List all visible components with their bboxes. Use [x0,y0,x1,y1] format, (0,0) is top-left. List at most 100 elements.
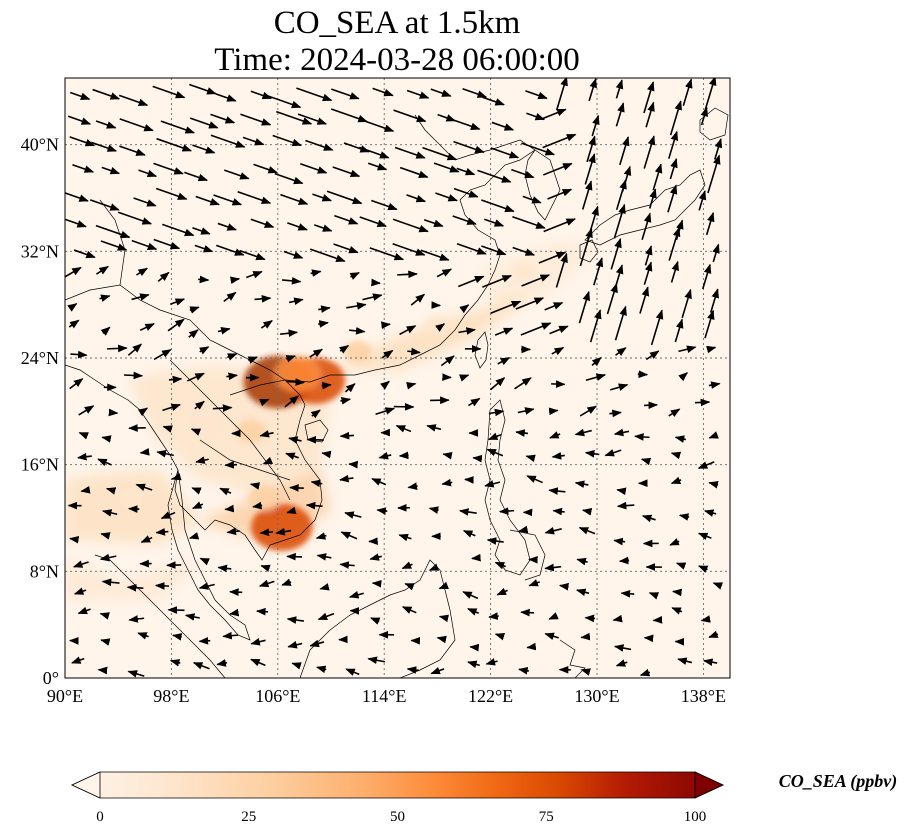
wind-arrow [397,270,418,279]
wind-arrow [198,582,215,590]
wind-arrow [240,113,272,126]
wind-arrow [579,227,593,267]
wind-arrow [259,398,270,407]
wind-arrow [95,120,117,129]
wind-arrow [606,282,618,315]
wind-arrow [226,372,239,381]
wind-arrow [69,136,96,147]
wind-arrow [395,424,412,433]
wind-arrow [280,329,299,338]
wind-arrow [580,668,591,676]
wind-arrow [588,78,597,102]
wind-arrow [494,632,506,641]
wind-arrow [321,450,332,459]
colorbar-max-extend [694,771,724,799]
wind-arrow [518,667,529,675]
wind-arrow [528,579,541,587]
wind-arrow [191,501,204,510]
wind-arrow [77,606,91,615]
wind-arrow [668,408,681,417]
wind-arrow [652,163,663,191]
wind-arrow [544,632,559,640]
wind-arrow [584,153,596,185]
wind-arrow [682,78,693,107]
wind-arrow [264,94,302,109]
wind-arrow [127,505,140,513]
wind-arrow [458,327,476,335]
wind-arrow [518,525,529,534]
wind-arrow [286,378,306,386]
wind-arrow [639,286,650,314]
y-tick-label: 16°N [21,455,59,475]
wind-arrow [186,372,205,382]
wind-arrow [318,305,331,313]
wind-arrow [358,146,390,159]
wind-arrow [436,635,447,644]
wind-arrow [648,188,657,209]
wind-arrow [80,486,91,494]
wind-arrow [459,374,470,382]
x-axis-ticks: 90°E 98°E 106°E 114°E 122°E 130°E 138°E [47,686,726,706]
wind-arrow [371,199,398,211]
wind-arrow [139,323,155,331]
wind-arrow [669,157,678,180]
wind-arrow [511,168,535,179]
wind-arrow [138,169,158,178]
wind-arrow [551,346,565,356]
wind-arrow [514,377,532,390]
wind-arrow [669,538,680,546]
wind-arrow [698,190,707,211]
wind-arrow [305,501,323,510]
wind-arrow [252,501,263,510]
wind-arrow [708,481,719,489]
wind-arrow [288,297,304,306]
wind-arrow [309,639,325,648]
wind-arrow [195,195,220,206]
wind-arrow [285,452,299,460]
x-tick-label: 90°E [47,686,83,706]
wind-arrow [494,561,506,570]
wind-arrow [69,535,80,544]
wind-arrow [486,537,504,545]
wind-arrow [581,180,593,210]
co-plume [191,414,218,435]
wind-arrow [131,293,150,301]
wind-arrow [253,163,278,174]
wind-arrow [410,293,426,306]
wind-arrow [229,608,240,617]
wind-arrow [585,373,606,382]
wind-arrow [591,357,602,367]
wind-arrow [497,357,511,366]
wind-arrow [217,222,237,231]
y-tick-label: 0° [43,668,59,688]
wind-arrow [641,514,656,523]
wind-arrow [709,288,719,313]
wind-arrow [100,532,111,540]
wind-arrow [394,146,426,159]
wind-arrow [543,218,576,233]
wind-arrow [162,425,173,433]
wind-arrow [167,318,185,332]
wind-arrow [370,617,381,625]
wind-arrow [288,436,302,444]
wind-arrow [515,297,545,310]
wind-arrow [135,267,148,277]
wind-arrow [494,327,514,336]
wind-arrow [406,89,430,99]
wind-arrow [97,666,108,675]
wind-arrow [184,613,200,621]
wind-arrow [126,583,144,592]
wind-arrow [153,238,181,250]
wind-arrow [401,561,413,570]
wind-arrow [610,237,622,270]
wind-arrow [127,343,143,356]
wind-arrow [620,589,635,598]
co-plume [236,419,267,443]
wind-arrow [309,248,346,262]
wind-arrow [697,532,712,541]
wind-arrow [672,588,683,597]
wind-arrow [247,356,259,364]
wind-arrow [217,326,231,335]
wind-arrow [184,171,209,182]
